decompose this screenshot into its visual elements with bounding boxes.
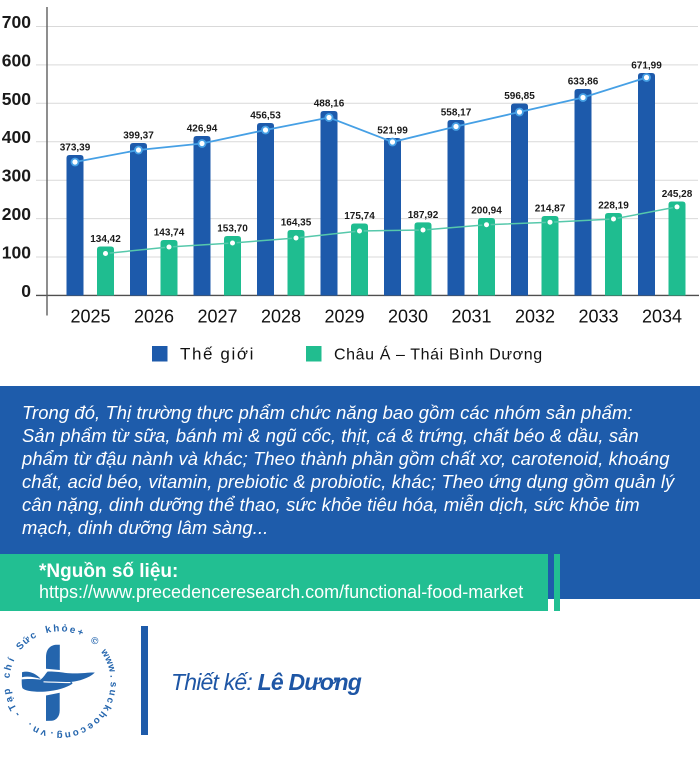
svg-text:-: - <box>12 709 23 718</box>
svg-text:k: k <box>44 624 52 636</box>
svg-text:187,92: 187,92 <box>408 210 439 221</box>
svg-text:s: s <box>108 681 119 687</box>
svg-text:0: 0 <box>21 281 31 301</box>
svg-text:214,87: 214,87 <box>535 203 566 214</box>
svg-text:2029: 2029 <box>324 307 364 327</box>
svg-text:T: T <box>7 702 20 712</box>
svg-text:c: c <box>78 724 88 737</box>
svg-text:.: . <box>25 720 34 731</box>
svg-text:671,99: 671,99 <box>631 61 662 72</box>
svg-text:v: v <box>39 726 48 738</box>
svg-text:2032: 2032 <box>515 307 555 327</box>
svg-text:521,99: 521,99 <box>377 126 408 137</box>
svg-text:200,94: 200,94 <box>471 205 502 216</box>
svg-text:200: 200 <box>2 204 31 224</box>
svg-text:153,70: 153,70 <box>217 224 248 235</box>
svg-text:134,42: 134,42 <box>90 234 121 245</box>
svg-text:2026: 2026 <box>134 307 174 327</box>
svg-text:h: h <box>3 663 15 672</box>
svg-text:e: e <box>85 720 96 732</box>
svg-text:Châu Á – Thái Bình Dương: Châu Á – Thái Bình Dương <box>334 345 543 364</box>
svg-text:ạ: ạ <box>3 695 15 704</box>
svg-text:n: n <box>31 723 41 736</box>
svg-text:n: n <box>64 729 72 741</box>
svg-text:164,35: 164,35 <box>281 218 312 229</box>
svg-text:p: p <box>2 688 14 696</box>
svg-text:2031: 2031 <box>451 307 491 327</box>
svg-text:w: w <box>105 662 118 674</box>
svg-text:ỏ: ỏ <box>61 623 68 634</box>
svg-text:©: © <box>88 635 101 649</box>
svg-text:Thế giới: Thế giới <box>180 345 255 364</box>
svg-text:700: 700 <box>2 12 31 32</box>
svg-text:2027: 2027 <box>197 307 237 327</box>
svg-text:100: 100 <box>2 243 31 263</box>
svg-text:e: e <box>69 624 77 636</box>
svg-text:500: 500 <box>2 89 31 109</box>
svg-text:k: k <box>100 703 113 714</box>
svg-text:300: 300 <box>2 166 31 186</box>
svg-text:+: + <box>76 627 86 639</box>
svg-text:143,74: 143,74 <box>154 228 185 239</box>
svg-text:2025: 2025 <box>70 307 110 327</box>
svg-text:g: g <box>57 730 63 741</box>
svg-text:c: c <box>1 671 13 678</box>
svg-text:426,94: 426,94 <box>187 124 218 135</box>
svg-text:u: u <box>106 688 118 696</box>
svg-text:175,74: 175,74 <box>344 211 375 222</box>
svg-text:2030: 2030 <box>388 307 428 327</box>
svg-text:c: c <box>104 696 116 705</box>
svg-text:373,39: 373,39 <box>60 143 91 154</box>
svg-text:.: . <box>49 729 54 740</box>
svg-text:2033: 2033 <box>578 307 618 327</box>
svg-text:h: h <box>96 709 108 720</box>
svg-text:í: í <box>6 656 17 663</box>
svg-text:558,17: 558,17 <box>441 108 472 119</box>
svg-text:596,85: 596,85 <box>504 91 535 102</box>
svg-text:399,37: 399,37 <box>123 131 154 142</box>
svg-text:633,86: 633,86 <box>568 77 599 88</box>
svg-text:228,19: 228,19 <box>598 200 629 211</box>
svg-text:2034: 2034 <box>642 307 682 327</box>
svg-text:488,16: 488,16 <box>314 99 345 110</box>
svg-text:o: o <box>71 727 80 739</box>
svg-text:245,28: 245,28 <box>662 189 693 200</box>
svg-text:o: o <box>91 715 103 727</box>
svg-text:456,53: 456,53 <box>250 111 281 122</box>
svg-text:600: 600 <box>2 50 31 70</box>
svg-text:400: 400 <box>2 127 31 147</box>
svg-text:c: c <box>28 630 39 643</box>
svg-text:.: . <box>107 674 118 678</box>
svg-text:h: h <box>53 623 60 634</box>
svg-text:2028: 2028 <box>261 307 301 327</box>
